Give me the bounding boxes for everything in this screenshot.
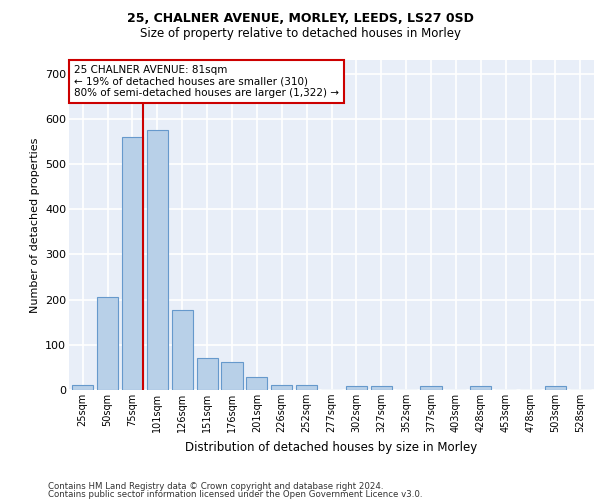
Bar [545, 386, 566, 390]
Bar [122, 137, 143, 390]
X-axis label: Distribution of detached houses by size in Morley: Distribution of detached houses by size … [185, 440, 478, 454]
Text: 25 CHALNER AVENUE: 81sqm
← 19% of detached houses are smaller (310)
80% of semi-: 25 CHALNER AVENUE: 81sqm ← 19% of detach… [74, 65, 339, 98]
Bar [172, 310, 193, 390]
Y-axis label: Number of detached properties: Number of detached properties [29, 138, 40, 312]
Bar [271, 386, 292, 390]
Text: Contains public sector information licensed under the Open Government Licence v3: Contains public sector information licen… [48, 490, 422, 499]
Bar [221, 362, 242, 390]
Bar [346, 386, 367, 390]
Bar [197, 358, 218, 390]
Bar [371, 386, 392, 390]
Bar [470, 386, 491, 390]
Bar [421, 386, 442, 390]
Bar [72, 386, 93, 390]
Bar [246, 378, 268, 390]
Bar [97, 298, 118, 390]
Bar [147, 130, 168, 390]
Text: 25, CHALNER AVENUE, MORLEY, LEEDS, LS27 0SD: 25, CHALNER AVENUE, MORLEY, LEEDS, LS27 … [127, 12, 473, 26]
Text: Contains HM Land Registry data © Crown copyright and database right 2024.: Contains HM Land Registry data © Crown c… [48, 482, 383, 491]
Bar [296, 386, 317, 390]
Text: Size of property relative to detached houses in Morley: Size of property relative to detached ho… [139, 28, 461, 40]
